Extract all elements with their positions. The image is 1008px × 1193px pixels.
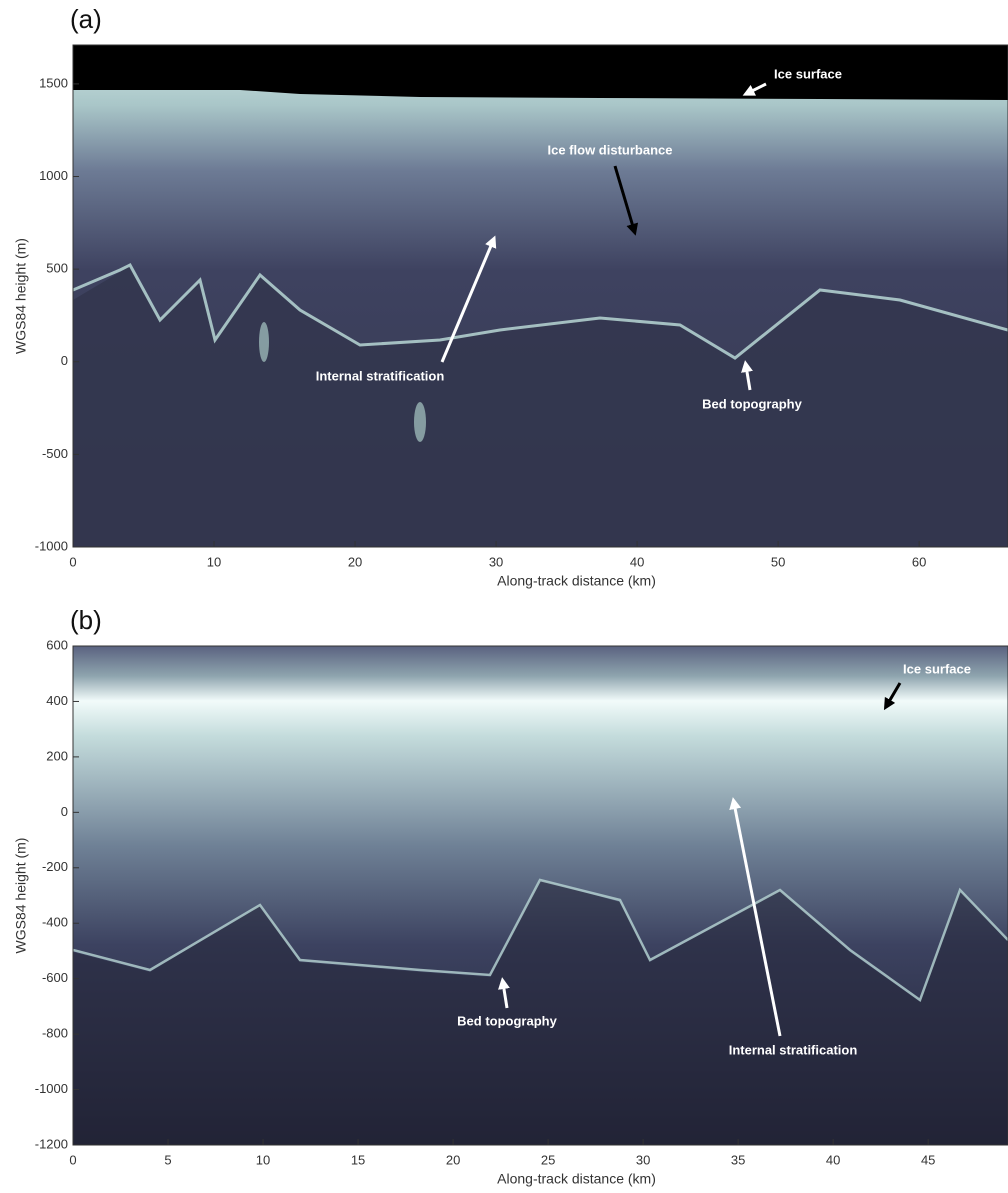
y-tick-label: -1200 xyxy=(35,1136,68,1151)
y-tick-label: 0 xyxy=(61,804,68,819)
panel-label: (b) xyxy=(70,605,102,635)
x-tick-label: 60 xyxy=(912,554,926,569)
x-axis-label: Along-track distance (km) xyxy=(497,1171,656,1187)
x-tick-label: 10 xyxy=(207,554,221,569)
annotation: Ice surface xyxy=(903,661,971,676)
y-tick-label: -500 xyxy=(42,446,68,461)
y-tick-label: -800 xyxy=(42,1026,68,1041)
annotation-arrow xyxy=(741,360,753,391)
y-tick-label: 200 xyxy=(46,748,68,763)
y-tick-label: 600 xyxy=(46,637,68,652)
annotation: Internal stratification xyxy=(316,368,445,383)
annotation-arrow xyxy=(883,682,902,711)
y-tick-label: 1500 xyxy=(39,75,68,90)
plot-frame xyxy=(72,645,1008,1146)
annotation: Bed topography xyxy=(702,396,802,411)
y-tick-label: 400 xyxy=(46,693,68,708)
x-tick-label: 0 xyxy=(69,1152,76,1167)
plot-frame xyxy=(72,44,1008,548)
y-tick-label: -1000 xyxy=(35,538,68,553)
annotation-arrow xyxy=(498,977,510,1009)
panel-label: (a) xyxy=(70,4,102,34)
radar-image-b xyxy=(73,646,1008,1145)
annotation: Bed topography xyxy=(457,1013,557,1028)
x-tick-label: 45 xyxy=(921,1152,935,1167)
annotation-arrow xyxy=(613,165,639,236)
x-tick-label: 30 xyxy=(489,554,503,569)
x-axis-label: Along-track distance (km) xyxy=(497,573,656,589)
x-tick-label: 10 xyxy=(256,1152,270,1167)
x-tick-label: 0 xyxy=(69,554,76,569)
annotation-arrow xyxy=(440,235,497,363)
y-tick-label: -600 xyxy=(42,970,68,985)
annotation: Ice surface xyxy=(774,66,842,81)
y-tick-label: -200 xyxy=(42,859,68,874)
x-tick-label: 20 xyxy=(446,1152,460,1167)
annotation-arrow xyxy=(742,82,767,96)
annotation: Ice flow disturbance xyxy=(548,142,673,157)
radar-image-a xyxy=(73,45,1008,547)
y-tick-label: -400 xyxy=(42,915,68,930)
y-tick-label: 1000 xyxy=(39,168,68,183)
x-tick-label: 50 xyxy=(771,554,785,569)
x-tick-label: 40 xyxy=(630,554,644,569)
x-tick-label: 5 xyxy=(164,1152,171,1167)
y-tick-label: 500 xyxy=(46,261,68,276)
y-tick-label: -1000 xyxy=(35,1081,68,1096)
x-tick-label: 35 xyxy=(731,1152,745,1167)
x-tick-label: 40 xyxy=(826,1152,840,1167)
x-tick-label: 20 xyxy=(348,554,362,569)
annotation-arrow xyxy=(729,797,782,1037)
annotation: Internal stratification xyxy=(729,1042,858,1057)
y-tick-label: 0 xyxy=(61,353,68,368)
x-tick-label: 25 xyxy=(541,1152,555,1167)
x-tick-label: 30 xyxy=(636,1152,650,1167)
y-axis-label: WGS84 height (m) xyxy=(13,238,29,354)
y-axis-label: WGS84 height (m) xyxy=(13,838,29,954)
x-tick-label: 15 xyxy=(351,1152,365,1167)
